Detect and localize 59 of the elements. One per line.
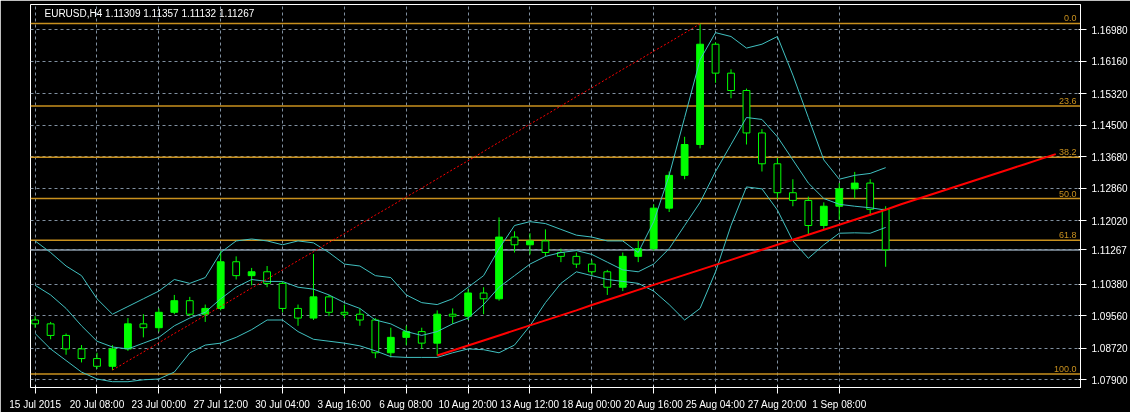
y-tick-label: 1.13680 (1091, 151, 1129, 163)
y-tick-label: 1.10380 (1091, 279, 1129, 291)
y-tick-label: 1.12860 (1091, 183, 1129, 195)
annotation: 61.8 (1058, 230, 1077, 241)
candlestick (386, 327, 395, 358)
y-tick-label: 1.16160 (1091, 56, 1129, 68)
x-tick-label: 18 Aug 00:00 (562, 398, 622, 410)
candlestick (170, 294, 179, 315)
candlestick (788, 178, 797, 207)
candlestick (62, 333, 70, 356)
x-tick-label: 20 Aug 16:00 (623, 398, 684, 410)
x-tick-label: 10 Aug 20:00 (438, 398, 498, 410)
x-tick-label: 30 Jul 04:00 (255, 398, 311, 410)
x-tick-label: 15 Jul 2015 (9, 398, 62, 410)
x-tick-label: 23 Jul 00:00 (131, 398, 187, 410)
annotation: 23.6 (1058, 95, 1077, 106)
candlestick (819, 201, 828, 230)
candlestick (464, 288, 473, 321)
annotation: 38.2 (1058, 147, 1077, 158)
candlestick (108, 344, 117, 371)
y-tick-label: 1.15320 (1091, 88, 1129, 100)
candlestick (185, 296, 194, 317)
x-tick-label: 6 Aug 08:00 (379, 398, 434, 410)
x-tick-label: 13 Aug 12:00 (500, 398, 560, 410)
line-series (436, 153, 1057, 357)
x-tick-label: 27 Aug 20:00 (747, 398, 808, 410)
candlestick (309, 253, 318, 321)
x-tick-label: 3 Aug 16:00 (317, 398, 372, 410)
line-series (34, 186, 887, 383)
candlestick (835, 182, 844, 221)
chart-title: EURUSD,H4 1.11309 1.11357 1.11132 1.11267 (44, 7, 255, 19)
candlestick (294, 304, 302, 327)
candlestick (154, 307, 163, 333)
x-tick-label: 1 Sep 08:00 (812, 398, 867, 410)
x-tick-label: 20 Jul 08:00 (69, 398, 125, 410)
annotation: 0.0 (1063, 13, 1077, 24)
y-tick-label: 1.14500 (1091, 120, 1129, 132)
candlestick (510, 230, 519, 254)
y-tick-label: 1.16980 (1091, 24, 1129, 36)
candlestick (541, 228, 550, 257)
candlestick (325, 294, 333, 317)
y-tick-label: 1.12020 (1091, 215, 1129, 227)
x-tick-label: 27 Jul 12:00 (193, 398, 249, 410)
annotation: 50.0 (1058, 188, 1077, 199)
candlestick (402, 325, 411, 346)
candlestick (850, 171, 859, 200)
candlestick (526, 232, 534, 255)
candlestick (139, 313, 148, 338)
candlestick (355, 307, 364, 327)
x-tick-label: 25 Aug 04:00 (685, 398, 746, 410)
y-tick-label: 1.11267 (1091, 244, 1128, 256)
y-tick-label: 1.08720 (1091, 343, 1129, 355)
candlestick (727, 68, 735, 99)
line-series (34, 32, 887, 315)
candlestick (479, 286, 488, 315)
candlestick (232, 255, 241, 280)
annotation: 100.0 (1053, 364, 1077, 374)
y-tick-label: 1.09560 (1091, 310, 1129, 322)
y-tick-label: 1.07900 (1091, 374, 1129, 386)
